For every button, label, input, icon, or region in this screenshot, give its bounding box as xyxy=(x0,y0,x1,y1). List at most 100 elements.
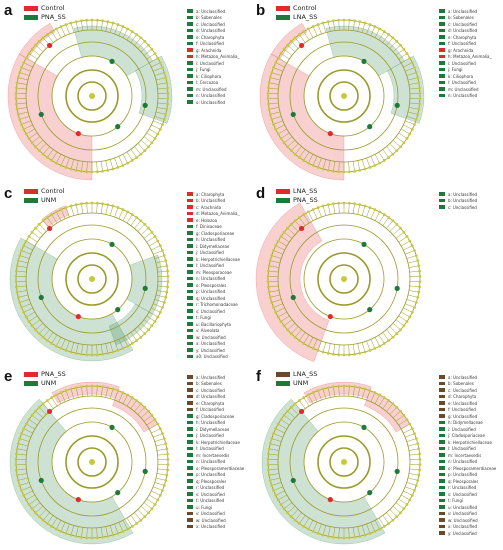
taxa-label: j: Fungi xyxy=(196,67,211,72)
tree-node xyxy=(164,295,168,299)
tree-branch xyxy=(312,156,318,166)
tree-node xyxy=(382,159,386,162)
tree-node xyxy=(161,249,164,252)
taxa-swatch xyxy=(187,433,193,438)
tree-node xyxy=(368,166,372,169)
tree-node xyxy=(272,306,275,309)
tree-branch xyxy=(23,490,33,496)
tree-branch xyxy=(154,438,165,442)
tree-node xyxy=(363,204,367,208)
tree-branch xyxy=(409,87,420,90)
tree-branch xyxy=(75,21,79,32)
tree-node xyxy=(417,264,421,268)
tree-node xyxy=(267,452,270,456)
tree-branch xyxy=(70,22,75,33)
panel-letter: e xyxy=(4,368,13,385)
tree-branch xyxy=(118,392,124,402)
taxa-item: c: Unclassified xyxy=(439,204,501,210)
tree-branch xyxy=(338,527,340,538)
tree-node xyxy=(135,339,139,342)
tree-branch xyxy=(409,468,420,471)
tree-node xyxy=(14,457,18,461)
taxa-item: a: Unclassified xyxy=(439,374,501,380)
tree-branch xyxy=(327,343,331,354)
tree-node xyxy=(126,27,130,31)
tree-branch xyxy=(151,245,161,251)
tree-branch xyxy=(86,344,88,355)
tree-branch xyxy=(357,21,361,32)
taxa-label: t: Fungi xyxy=(196,315,211,320)
taxa-label: w: Unclassified xyxy=(196,517,226,523)
taxa-label: o: Pleosporamerdiaceae xyxy=(196,465,245,471)
tree-branch xyxy=(275,62,285,68)
taxa-label: l: Cercozoa xyxy=(196,80,219,85)
tree-node xyxy=(158,310,162,314)
tree-node xyxy=(306,161,310,165)
tree-node xyxy=(54,344,58,348)
tree-node xyxy=(166,452,169,456)
tree-branch xyxy=(86,20,88,31)
taxa-item: k: Herpotrichiellaceae xyxy=(187,439,249,445)
tree-branch xyxy=(378,397,385,407)
tree-branch xyxy=(352,203,355,214)
tree-node xyxy=(101,385,104,389)
taxa-item: e: Holozoa xyxy=(187,217,249,223)
tree-node xyxy=(18,437,22,440)
taxa-label: k: Ciliophora xyxy=(448,73,474,79)
taxa-swatch xyxy=(187,348,193,352)
tree-branch xyxy=(271,72,282,76)
taxa-label: f: Dinisaceae xyxy=(196,224,222,229)
tree-branch xyxy=(21,433,31,438)
tree-branch xyxy=(317,523,322,534)
taxa-swatch xyxy=(187,440,193,444)
taxa-swatch xyxy=(439,192,445,196)
tree-node xyxy=(18,484,22,487)
tree-branch xyxy=(75,526,79,537)
taxa-item: i: Unclassified xyxy=(439,60,501,66)
taxa-label: f: Unclassified xyxy=(196,407,224,412)
tree-ring xyxy=(317,435,371,489)
tree-branch xyxy=(361,388,366,399)
taxa-swatch xyxy=(187,492,193,496)
tree-node xyxy=(418,457,422,461)
taxa-swatch xyxy=(439,446,445,451)
group-legend: Control LNA_SS xyxy=(276,4,317,22)
taxa-item: e: Charophyta xyxy=(439,34,501,40)
tree-branch xyxy=(118,209,124,219)
taxa-item: r: Trichomonadaceae xyxy=(187,302,249,308)
tree-branch xyxy=(327,204,331,215)
tree-node xyxy=(399,145,402,149)
taxa-item: l: Unclassified xyxy=(187,263,249,269)
tree-branch xyxy=(275,490,285,496)
tree-branch xyxy=(155,443,166,447)
taxa-item: v: Unclassified xyxy=(187,511,249,517)
taxa-swatch xyxy=(439,388,445,392)
tree-node xyxy=(268,259,272,263)
tree-branch xyxy=(270,477,281,481)
tree-node xyxy=(332,202,335,206)
tree-node xyxy=(267,290,271,294)
tree-root-node xyxy=(89,276,95,282)
taxa-swatch xyxy=(439,524,445,529)
tree-node xyxy=(414,254,418,257)
tree-node xyxy=(164,442,168,446)
tree-node xyxy=(90,201,94,205)
tree-node xyxy=(268,442,272,446)
taxa-item: y: Unclassified xyxy=(439,530,501,536)
tree-branch xyxy=(408,290,419,293)
tree-node xyxy=(321,387,325,391)
tree-branch xyxy=(366,340,371,351)
tree-ring xyxy=(37,41,147,151)
taxa-label: i: Didymellaceae xyxy=(196,243,230,249)
taxa-item: h: Unclassified xyxy=(187,237,249,243)
tree-node xyxy=(20,123,23,126)
taxa-item: g: Cladosporiaceae xyxy=(187,413,249,419)
tree-node xyxy=(41,219,45,223)
tree-branch xyxy=(386,329,394,338)
tree-branch xyxy=(370,209,376,219)
tree-node xyxy=(414,118,418,121)
tree-branch xyxy=(96,203,98,214)
taxa-label: y: Unclassified xyxy=(196,347,225,353)
tree-node xyxy=(80,169,83,173)
tree-branch xyxy=(407,294,418,298)
